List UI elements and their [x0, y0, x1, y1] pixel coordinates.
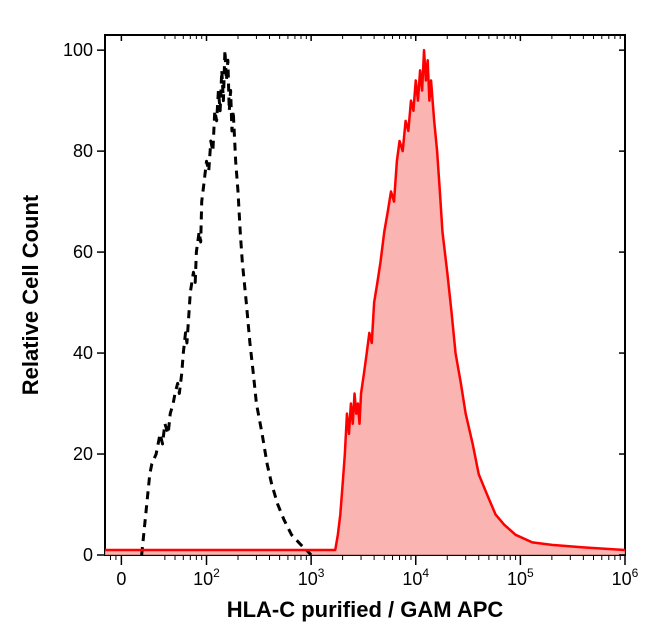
y-axis-label: Relative Cell Count — [18, 194, 43, 395]
y-tick-label: 80 — [73, 141, 93, 161]
chart-svg: 0204060801000102103104105106Relative Cel… — [0, 0, 646, 641]
y-tick-label: 100 — [63, 40, 93, 60]
y-tick-label: 20 — [73, 444, 93, 464]
y-tick-label: 60 — [73, 242, 93, 262]
y-tick-label: 0 — [83, 545, 93, 565]
x-axis-label: HLA-C purified / GAM APC — [227, 597, 504, 622]
y-tick-label: 40 — [73, 343, 93, 363]
x-tick-label: 0 — [116, 569, 126, 589]
flow-cytometry-histogram: 0204060801000102103104105106Relative Cel… — [0, 0, 646, 641]
